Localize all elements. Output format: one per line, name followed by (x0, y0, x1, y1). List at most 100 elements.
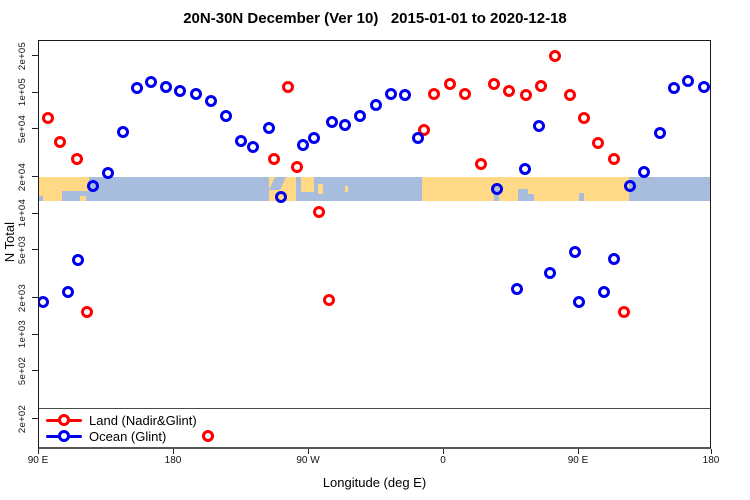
land-segment (79, 196, 86, 201)
data-point-ocean (353, 110, 366, 123)
data-point-land (444, 78, 457, 91)
data-point-land (322, 294, 335, 307)
ocean-notch (39, 196, 43, 201)
legend-item-ocean: Ocean (Glint) (46, 428, 197, 444)
data-point-ocean (61, 285, 74, 298)
x-tick-label: 90 W (296, 455, 320, 466)
data-point-ocean (411, 132, 424, 145)
data-point-ocean (39, 295, 49, 308)
data-point-land (502, 84, 515, 97)
y-axis-title: N Total (2, 222, 17, 263)
x-tick-mark (172, 449, 174, 454)
land-segment (318, 183, 324, 195)
data-point-land (591, 136, 604, 149)
data-point-ocean (235, 135, 248, 148)
x-tick-label: 90 E (27, 455, 49, 466)
data-point-ocean (71, 253, 84, 266)
x-tick-mark (710, 449, 712, 454)
data-point-land (80, 306, 93, 319)
data-point-ocean (654, 126, 667, 139)
data-point-ocean (668, 82, 681, 95)
y-tick-mark (32, 418, 38, 420)
data-point-land (564, 89, 576, 102)
x-tick-mark (307, 449, 309, 454)
y-tick-label: 5e+02 (17, 356, 28, 385)
y-tick-mark (32, 176, 38, 178)
y-tick-mark (32, 370, 38, 372)
data-point-ocean (638, 165, 651, 178)
ocean-notch (517, 188, 528, 201)
land-segment (300, 176, 315, 192)
y-tick-mark (32, 212, 38, 214)
x-tick-label: 90 E (567, 455, 589, 466)
data-point-ocean (682, 74, 695, 87)
data-point-ocean (205, 95, 218, 108)
data-point-land (268, 152, 281, 165)
data-point-ocean (117, 126, 130, 139)
y-tick-label: 2e+03 (17, 283, 28, 313)
data-point-ocean (385, 88, 398, 101)
data-point-ocean (145, 76, 158, 89)
y-tick-mark (32, 297, 38, 299)
y-tick-label: 1e+05 (17, 78, 28, 107)
data-point-ocean (573, 295, 586, 308)
data-point-ocean (87, 179, 100, 192)
y-tick-mark (32, 333, 38, 335)
data-point-land (54, 136, 67, 149)
y-tick-mark (32, 55, 38, 57)
y-tick-label: 5e+03 (17, 235, 28, 264)
data-point-land (290, 160, 303, 173)
ocean-notch (528, 194, 534, 201)
data-point-land (520, 88, 533, 101)
data-point-ocean (569, 245, 582, 258)
y-tick-label: 2e+02 (17, 404, 28, 434)
data-point-ocean (263, 121, 276, 134)
data-point-land (549, 49, 562, 62)
legend-land-marker-icon (46, 414, 82, 426)
land-segment (61, 176, 89, 191)
x-tick-mark (37, 449, 39, 454)
chart-title: 20N-30N December (Ver 10) 2015-01-01 to … (183, 10, 567, 27)
data-point-ocean (308, 132, 321, 145)
y-tick-label: 1e+03 (17, 320, 28, 349)
data-point-land (617, 306, 630, 319)
data-point-land (459, 88, 471, 101)
data-point-ocean (220, 110, 233, 123)
data-point-ocean (174, 84, 186, 97)
ocean-notch (579, 193, 585, 201)
data-point-ocean (544, 266, 557, 279)
data-point-ocean (190, 87, 203, 100)
data-point-land (428, 87, 441, 100)
data-point-ocean (339, 119, 352, 131)
y-tick-mark (32, 91, 38, 93)
legend-ocean-marker-icon (46, 430, 82, 442)
y-tick-mark (32, 128, 38, 130)
data-point-ocean (325, 115, 338, 128)
legend-item-land: Land (Nadir&Glint) (46, 412, 197, 428)
data-point-land (202, 429, 215, 442)
data-point-land (578, 111, 591, 124)
data-point-land (535, 80, 548, 93)
data-point-ocean (519, 162, 532, 175)
data-point-ocean (510, 283, 523, 296)
plot-area (38, 40, 711, 449)
x-axis-title: Longitude (deg E) (322, 475, 427, 490)
data-point-ocean (399, 89, 411, 102)
data-point-land (417, 124, 430, 137)
x-tick-mark (442, 449, 444, 454)
data-point-ocean (490, 183, 503, 196)
data-point-ocean (130, 82, 143, 95)
data-point-land (312, 205, 325, 218)
data-point-ocean (598, 285, 611, 298)
data-point-ocean (297, 138, 309, 151)
data-point-ocean (160, 81, 173, 94)
data-point-ocean (246, 141, 259, 154)
y-tick-label: 2e+05 (17, 41, 28, 71)
x-tick-label: 180 (702, 455, 720, 466)
data-point-ocean (101, 166, 114, 179)
data-point-land (475, 158, 488, 171)
data-point-land (607, 153, 620, 166)
y-tick-label: 1e+04 (17, 199, 28, 228)
y-tick-label: 5e+04 (17, 114, 28, 143)
